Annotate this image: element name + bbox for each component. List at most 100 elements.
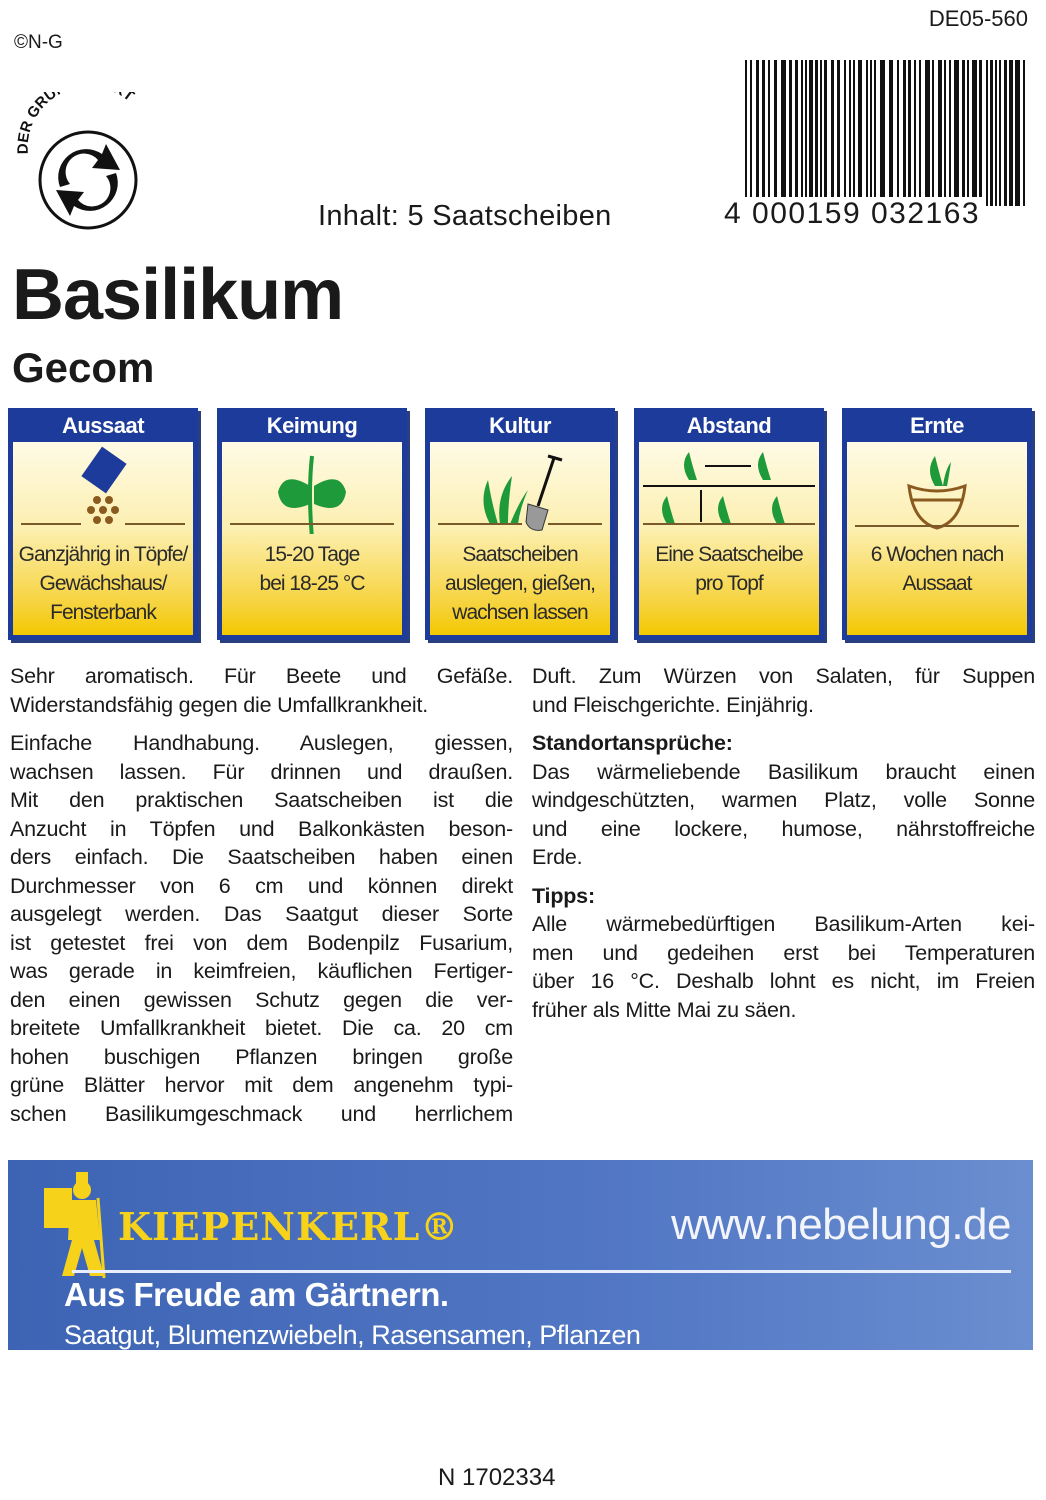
text-line: Erde. xyxy=(532,845,583,869)
barcode-bar xyxy=(979,60,982,206)
barcode-number: 4 000159 032163 xyxy=(722,197,983,231)
barcode-bar xyxy=(889,60,893,206)
harvest-basket-icon xyxy=(855,456,1019,530)
barcode-bar xyxy=(795,60,798,206)
barcode-bar xyxy=(853,60,855,206)
text-line: Anzucht in Töpfen und Balkonkästen beson… xyxy=(10,816,513,841)
description-column-left: Sehr aromatisch. Für Beete und Gefäße. Wi… xyxy=(10,662,513,1138)
barcode-bar xyxy=(938,60,942,206)
barcode-bar xyxy=(1004,60,1007,206)
text-line: Mit den praktischen Saatscheiben ist die xyxy=(10,788,513,812)
text-line: Widerstandsfähig gegen die Umfallkrankhe… xyxy=(10,692,429,717)
text-line: Sehr aromatisch. Für Beete und Gefäße. xyxy=(10,664,513,688)
section-heading: Tipps: xyxy=(532,883,595,908)
panel-title: Kultur xyxy=(489,413,551,438)
panel-body: Saatscheiben auslegen, gießen, wachsen las… xyxy=(430,442,610,635)
website-link[interactable]: www.nebelung.de xyxy=(671,1200,1011,1249)
panel-body: 6 Wochen nach Aussaat xyxy=(847,442,1027,635)
panel-text-line: pro Topf xyxy=(695,572,764,595)
panel-text-line: 15-20 Tage xyxy=(264,543,361,566)
text-line: wachsen lassen. Für drinnen und draußen. xyxy=(10,759,513,784)
panel-text-line: 6 Wochen nach xyxy=(870,543,1005,566)
divider xyxy=(72,1270,1011,1273)
panel-aussaat: Aussaat Ganzjährig in Töpfe/Gewächshaus/F… xyxy=(8,408,198,640)
panel-abstand: Abstand Eine Saatscheibe pro Topf xyxy=(634,408,824,640)
brand-banner: KIEPENKERL® www.nebelung.de Aus Freude a… xyxy=(8,1160,1033,1350)
text-line: grüne Blätter hervor mit dem angenehm ty… xyxy=(10,1073,513,1097)
text-line: schen Basilikumgeschmack und herrlichem xyxy=(10,1101,513,1126)
panel-body: Eine Saatscheibe pro Topf xyxy=(639,442,819,635)
panel-text-line: auslegen, gießen, xyxy=(445,572,596,595)
barcode-bar xyxy=(995,60,997,206)
article-code: DE05-560 xyxy=(928,6,1028,31)
barcode-bar xyxy=(908,60,911,206)
panel-title: Abstand xyxy=(686,413,772,438)
text-line: ist getestet frei von dem Bodenpilz Fusa… xyxy=(10,930,513,955)
barcode-bar xyxy=(967,60,969,206)
barcode-bar xyxy=(789,60,792,206)
slogan: Aus Freude am Gärtnern. xyxy=(64,1276,449,1313)
paragraph: Sehr aromatisch. Für Beete und Gefäße. Wi… xyxy=(10,662,513,719)
text-line: Duft. Zum Würzen von Salaten, für Suppen xyxy=(532,664,1035,688)
barcode-bar xyxy=(762,60,765,206)
barcode-bar xyxy=(815,60,818,206)
barcode-bar xyxy=(870,60,872,206)
barcode-bar xyxy=(990,60,993,206)
panel-title: Aussaat xyxy=(61,413,145,438)
green-dot-logo: DER GRÜNE PUNKT xyxy=(15,92,138,230)
text-line: früher als Mitte Mai zu säen. xyxy=(532,997,797,1022)
barcode-bar xyxy=(897,60,899,206)
panel-text: Ganzjährig in Töpfe/Gewächshaus/Fensterb… xyxy=(13,540,193,627)
spade-plant-icon xyxy=(438,454,602,531)
text-line: Einfache Handhabung. Auslegen, giessen, xyxy=(10,731,513,755)
text-line: ders einfach. Die Saatscheiben haben ein… xyxy=(10,845,513,869)
text-line: windgeschützten, warmen Platz, volle Son… xyxy=(532,788,1035,812)
panel-text-line: Fensterbank xyxy=(50,601,157,624)
text-line: Durchmesser von 6 cm und können direkt xyxy=(10,873,513,898)
panel-kultur: Kultur Saatscheiben auslegen, gießen, wachs… xyxy=(425,408,615,640)
paragraph: Einfache Handhabung. Auslegen, giessen, w… xyxy=(10,729,513,1128)
barcode xyxy=(745,60,1025,206)
copyright-notice: ©N-G xyxy=(14,32,63,53)
barcode-bar xyxy=(954,60,959,206)
panel-text-line: Gewächshaus/ xyxy=(39,572,168,595)
barcode-bar xyxy=(844,60,846,206)
barcode-bar xyxy=(1023,60,1025,206)
barcode-bar xyxy=(999,60,1001,206)
text-line: breitete Umfallkrankheit bietet. Die ca.… xyxy=(10,1016,513,1040)
content-info: Inhalt: 5 Saatscheiben xyxy=(318,200,612,232)
panel-text: Eine Saatscheibe pro Topf xyxy=(639,540,819,598)
kiepenkerl-mascot-icon xyxy=(44,1172,106,1279)
panel-text: 15-20 Tage bei 18-25 °C xyxy=(222,540,402,598)
panel-ernte: Ernte 6 Wochen nach Aussaat xyxy=(842,408,1032,640)
print-number: N 1702334 xyxy=(438,1464,556,1491)
panel-text-line: wachsen lassen xyxy=(452,601,588,624)
barcode-bar xyxy=(1015,60,1020,206)
barcode-bar xyxy=(972,60,977,206)
barcode-bar xyxy=(903,60,906,206)
barcode-bar xyxy=(1009,60,1013,206)
text-line: ausgelegt werden. Das Saatgut dieser Sor… xyxy=(10,902,513,926)
barcode-bar xyxy=(925,60,930,206)
barcode-bar xyxy=(756,60,759,206)
barcode-bar xyxy=(849,60,851,206)
barcode-bar xyxy=(932,60,934,206)
panel-text-line: Aussaat xyxy=(902,572,973,595)
panel-text: 6 Wochen nach Aussaat xyxy=(847,540,1027,598)
text-line: über 16 °C. Deshalb lohnt es nicht, im F… xyxy=(532,969,1035,993)
barcode-bar xyxy=(774,60,777,206)
product-variety: Gecom xyxy=(12,344,155,391)
panel-text-line: Eine Saatscheibe xyxy=(655,543,803,566)
barcode-bar xyxy=(801,60,803,206)
barcode-bar xyxy=(809,60,813,206)
text-line: was gerade in keimfreien, käuflichen Fer… xyxy=(10,959,513,983)
barcode-bar xyxy=(837,60,840,206)
text-line: den einen gewissen Schutz gegen die ver- xyxy=(10,987,513,1012)
section-heading: Standortansprüche: xyxy=(532,731,733,755)
seed-packet-icon xyxy=(21,446,185,525)
barcode-bar xyxy=(781,60,786,206)
barcode-bar xyxy=(745,60,747,206)
text-line: Alle wärmebedürftigen Basilikum-Arten ke… xyxy=(532,912,1035,936)
barcode-bar xyxy=(944,60,946,206)
barcode-bar xyxy=(824,60,827,206)
